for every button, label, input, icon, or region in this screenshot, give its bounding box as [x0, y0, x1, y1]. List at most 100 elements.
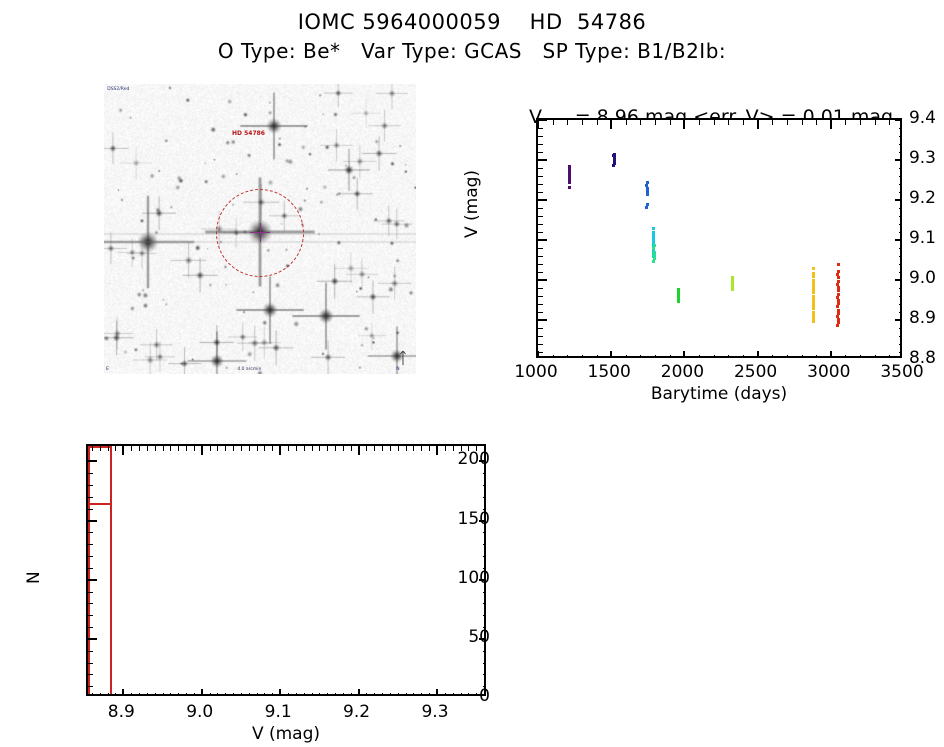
target-crosshair-vertical	[260, 223, 261, 242]
lc-ytick-minor-r	[899, 248, 900, 249]
hist-xtick-minor-b	[343, 693, 344, 694]
lc-xtick-minor-b	[699, 355, 700, 356]
lc-ytick-minor-r	[899, 336, 900, 337]
histogram-bar	[88, 446, 112, 503]
light-curve-data-point	[568, 170, 571, 173]
light-curve-data-point	[836, 324, 839, 327]
light-curve-data-point	[812, 267, 815, 270]
light-curve-plot-area	[538, 120, 900, 356]
light-curve-data-point	[568, 175, 571, 178]
hist-ytick-minor-l	[88, 592, 93, 593]
histogram-x-tick-label: 8.9	[108, 702, 135, 722]
hist-xtick-minor-t	[398, 446, 399, 451]
hist-xtick-minor-t	[178, 446, 179, 451]
hist-xtick-minor-b	[413, 693, 414, 694]
hist-xtick-minor-b	[115, 693, 116, 694]
hist-ytick-minor-l	[88, 544, 93, 545]
hist-xtick-minor-t	[382, 446, 383, 451]
light-curve-data-point	[837, 293, 840, 296]
lc-xtick-minor-t	[860, 120, 861, 125]
lc-xtick-major-t	[830, 120, 832, 129]
hist-xtick-minor-t	[131, 446, 132, 451]
lc-xtick-minor-t	[582, 120, 583, 125]
hist-xtick-minor-b	[382, 693, 383, 694]
hist-ytick-minor-r	[483, 485, 484, 486]
lc-ytick-minor-r	[899, 296, 900, 297]
hist-ytick-minor-l	[88, 532, 93, 533]
hist-ytick-minor-l	[88, 651, 93, 652]
hist-xtick-minor-t	[147, 446, 148, 451]
lc-ytick-minor-l	[538, 272, 543, 273]
hist-xtick-minor-b	[288, 693, 289, 694]
hist-ytick-minor-r	[483, 497, 484, 498]
lc-ytick-major-l	[538, 279, 547, 281]
light-curve-data-point	[568, 181, 571, 184]
lc-ytick-minor-l	[538, 264, 543, 265]
lc-xtick-minor-b	[714, 355, 715, 356]
hist-xtick-minor-b	[147, 693, 148, 694]
light-curve-data-point	[837, 263, 840, 266]
hist-xtick-minor-b	[319, 693, 320, 694]
light-curve-data-point	[613, 162, 616, 165]
lc-ytick-minor-l	[538, 232, 543, 233]
lc-xtick-minor-b	[655, 355, 656, 356]
lc-xtick-minor-t	[626, 120, 627, 125]
lc-ytick-minor-l	[538, 288, 543, 289]
light-curve-data-point	[837, 270, 840, 273]
light-curve-data-point	[812, 272, 815, 275]
lc-xtick-minor-b	[860, 355, 861, 356]
histogram-x-tick-label: 9.0	[186, 702, 213, 722]
hist-xtick-minor-b	[249, 693, 250, 694]
lc-ytick-minor-l	[538, 168, 543, 169]
lc-ytick-major-l	[538, 319, 547, 321]
hist-ytick-minor-r	[483, 556, 484, 557]
light-curve-x-tick-label: 3000	[807, 362, 850, 382]
hist-xtick-minor-t	[100, 446, 101, 451]
hist-xtick-minor-b	[233, 693, 234, 694]
lc-ytick-minor-l	[538, 128, 543, 129]
classification-line: O Type: Be* Var Type: GCAS SP Type: B1/B…	[0, 37, 944, 66]
hist-xtick-minor-b	[92, 693, 93, 694]
histogram-x-axis-title: V (mag)	[86, 724, 486, 744]
hist-xtick-minor-t	[170, 446, 171, 451]
lc-ytick-minor-r	[899, 136, 900, 137]
hist-xtick-minor-b	[202, 693, 203, 694]
hist-xtick-minor-b	[186, 693, 187, 694]
hist-xtick-minor-b	[100, 693, 101, 694]
lc-ytick-minor-r	[899, 144, 900, 145]
hist-xtick-minor-t	[225, 446, 226, 451]
hist-xtick-minor-t	[359, 446, 360, 451]
hist-ytick-major-l	[88, 460, 97, 462]
light-curve-y-tick-label: 9.3	[880, 148, 936, 168]
light-curve-data-point	[812, 295, 815, 298]
hist-xtick-minor-t	[186, 446, 187, 451]
hist-xtick-minor-b	[312, 693, 313, 694]
hist-xtick-minor-t	[280, 446, 281, 451]
lc-ytick-minor-l	[538, 296, 543, 297]
histogram-plot-area	[88, 446, 484, 694]
lc-ytick-minor-l	[538, 328, 543, 329]
hist-ytick-minor-r	[483, 473, 484, 474]
lc-ytick-major-l	[538, 239, 547, 241]
light-curve-y-tick-label: 8.8	[880, 348, 936, 368]
hist-ytick-minor-l	[88, 663, 93, 664]
hist-xtick-minor-t	[249, 446, 250, 451]
lc-xtick-major-b	[683, 351, 685, 356]
hist-ytick-minor-l	[88, 568, 93, 569]
light-curve-data-point	[646, 181, 649, 184]
lc-xtick-minor-b	[670, 355, 671, 356]
hist-xtick-minor-t	[366, 446, 367, 451]
hist-ytick-minor-l	[88, 509, 93, 510]
dss-survey-label: DSS2/Red	[107, 86, 129, 91]
lc-ytick-minor-l	[538, 248, 543, 249]
hist-xtick-minor-t	[264, 446, 265, 451]
light-curve-data-point	[646, 187, 649, 190]
hist-ytick-minor-l	[88, 674, 93, 675]
light-curve-data-point	[812, 307, 815, 310]
lc-ytick-minor-l	[538, 216, 543, 217]
hist-ytick-major-l	[88, 579, 97, 581]
hist-ytick-major-l	[88, 638, 97, 640]
hist-xtick-minor-b	[139, 693, 140, 694]
hist-xtick-minor-b	[155, 693, 156, 694]
light-curve-data-point	[836, 305, 839, 308]
